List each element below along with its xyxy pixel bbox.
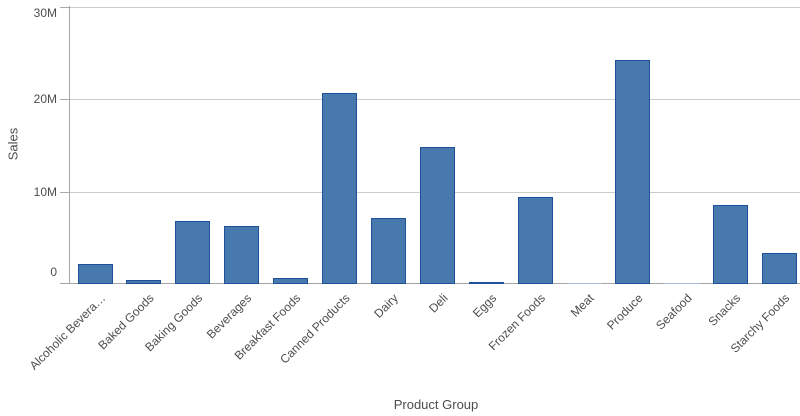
x-axis-label: Snacks bbox=[705, 291, 744, 329]
x-axis-label: Produce bbox=[604, 291, 646, 333]
bar-eggs[interactable] bbox=[468, 282, 504, 284]
y-axis-line bbox=[69, 6, 70, 284]
x-axis-label: Dairy bbox=[371, 291, 402, 321]
x-axis-label: Seafood bbox=[653, 291, 695, 333]
bar-meat[interactable] bbox=[566, 283, 602, 284]
bar-baked-goods[interactable] bbox=[126, 280, 162, 284]
plot-area bbox=[70, 6, 800, 284]
bar-breakfast-foods[interactable] bbox=[273, 278, 309, 284]
gridline bbox=[70, 99, 800, 101]
tick-mark bbox=[60, 191, 69, 193]
y-axis-title: Sales bbox=[5, 127, 21, 161]
y-axis-tick-label: 10M bbox=[33, 184, 57, 199]
y-axis-tick-label: 0 bbox=[50, 265, 57, 279]
bar-baking-goods[interactable] bbox=[175, 221, 211, 284]
gridline bbox=[70, 7, 800, 8]
bar-alcoholic-bevera[interactable] bbox=[77, 264, 113, 284]
bar-frozen-foods[interactable] bbox=[517, 197, 553, 284]
x-axis-label: Deli bbox=[425, 291, 451, 316]
x-axis-label: Beverages bbox=[204, 291, 255, 342]
bar-seafood[interactable] bbox=[664, 283, 700, 284]
bar-dairy[interactable] bbox=[370, 218, 406, 284]
bar-canned-products[interactable] bbox=[322, 93, 357, 284]
y-axis-tick-label: 30M bbox=[33, 6, 57, 20]
tick-mark bbox=[60, 7, 69, 8]
bar-starchy-foods[interactable] bbox=[762, 253, 798, 284]
x-axis-title: Product Group bbox=[393, 397, 479, 412]
bar-beverages[interactable] bbox=[224, 226, 260, 284]
bar-deli[interactable] bbox=[419, 147, 455, 284]
bar-produce[interactable] bbox=[615, 60, 651, 284]
y-axis-tick-label: 20M bbox=[33, 92, 57, 107]
tick-mark bbox=[60, 99, 69, 101]
x-axis-label: Alcoholic Bevera… bbox=[26, 291, 108, 373]
x-axis-label: Eggs bbox=[469, 291, 500, 321]
bar-snacks[interactable] bbox=[713, 205, 749, 284]
x-axis-label: Meat bbox=[568, 291, 597, 320]
